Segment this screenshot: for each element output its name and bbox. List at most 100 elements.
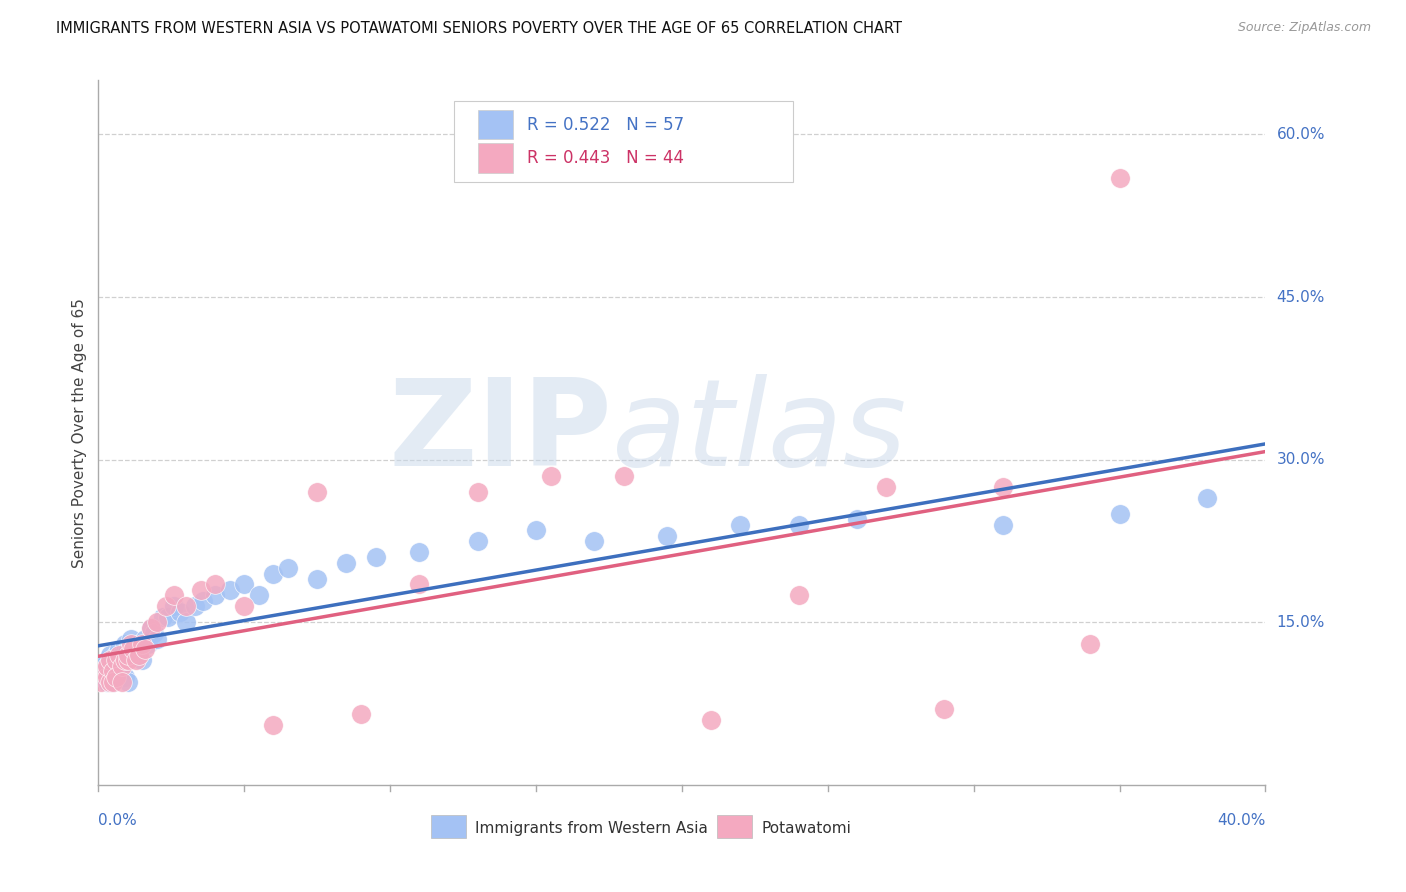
Point [262, 566, 284, 581]
Point [934, 702, 956, 716]
Point [117, 642, 139, 657]
Point [93, 658, 115, 673]
Text: Potawatomi: Potawatomi [761, 822, 851, 836]
Point [218, 582, 240, 597]
Point [163, 599, 186, 613]
Point [1108, 170, 1130, 185]
Point [134, 642, 156, 657]
Point [111, 648, 134, 662]
Text: 15.0%: 15.0% [1277, 615, 1324, 630]
Point [174, 615, 197, 630]
Point [335, 556, 357, 570]
Point [125, 642, 148, 657]
Point [540, 469, 562, 483]
Point [104, 669, 127, 683]
Text: 45.0%: 45.0% [1277, 290, 1324, 304]
Text: R = 0.443   N = 44: R = 0.443 N = 44 [527, 149, 683, 167]
Point [787, 517, 810, 532]
Point [111, 675, 134, 690]
Point [93, 669, 115, 683]
Point [1108, 507, 1130, 521]
Point [122, 648, 145, 662]
Point [163, 588, 186, 602]
Point [233, 599, 256, 613]
Point [122, 642, 145, 657]
Point [96, 653, 118, 667]
Point [131, 637, 153, 651]
Point [875, 480, 897, 494]
Point [183, 599, 205, 613]
Point [114, 653, 136, 667]
Text: Source: ZipAtlas.com: Source: ZipAtlas.com [1237, 21, 1371, 34]
Point [90, 664, 112, 678]
Point [174, 599, 197, 613]
Point [93, 664, 115, 678]
Point [111, 664, 134, 678]
Text: 0.0%: 0.0% [98, 814, 138, 828]
Point [991, 480, 1014, 494]
Point [136, 637, 159, 651]
Point [125, 653, 148, 667]
Point [101, 675, 124, 690]
Point [139, 621, 162, 635]
Point [108, 648, 131, 662]
Point [155, 599, 177, 613]
Point [108, 658, 131, 673]
Point [657, 528, 679, 542]
Point [700, 713, 723, 727]
Point [120, 637, 142, 651]
Text: 40.0%: 40.0% [1218, 814, 1265, 828]
FancyBboxPatch shape [717, 815, 752, 838]
Point [991, 517, 1014, 532]
Text: 30.0%: 30.0% [1277, 452, 1324, 467]
Point [120, 637, 142, 651]
Point [730, 517, 752, 532]
Text: atlas: atlas [612, 374, 907, 491]
Point [96, 675, 118, 690]
Point [104, 653, 127, 667]
Point [104, 648, 127, 662]
Point [108, 642, 131, 657]
Text: Immigrants from Western Asia: Immigrants from Western Asia [475, 822, 709, 836]
Point [96, 658, 118, 673]
FancyBboxPatch shape [432, 815, 465, 838]
Point [90, 675, 112, 690]
Point [117, 648, 139, 662]
Text: ZIP: ZIP [388, 374, 612, 491]
Point [262, 718, 284, 732]
Point [128, 648, 150, 662]
Point [146, 615, 169, 630]
Point [98, 669, 121, 683]
Point [98, 648, 121, 662]
Point [104, 664, 127, 678]
Point [364, 550, 387, 565]
Point [524, 523, 547, 537]
Point [114, 637, 136, 651]
Point [846, 512, 869, 526]
Point [146, 632, 169, 646]
Point [157, 610, 180, 624]
Point [120, 632, 142, 646]
Point [233, 577, 256, 591]
Point [98, 653, 121, 667]
Point [350, 707, 373, 722]
Point [467, 485, 489, 500]
Point [408, 577, 430, 591]
Point [193, 593, 215, 607]
Point [307, 485, 329, 500]
Point [152, 610, 174, 624]
Point [134, 632, 156, 646]
Y-axis label: Seniors Poverty Over the Age of 65: Seniors Poverty Over the Age of 65 [72, 298, 87, 567]
Point [169, 605, 191, 619]
Point [787, 588, 810, 602]
Point [1080, 637, 1102, 651]
Point [190, 582, 212, 597]
Point [1195, 491, 1218, 505]
Point [114, 669, 136, 683]
Point [612, 469, 634, 483]
FancyBboxPatch shape [478, 110, 513, 139]
Text: IMMIGRANTS FROM WESTERN ASIA VS POTAWATOMI SENIORS POVERTY OVER THE AGE OF 65 CO: IMMIGRANTS FROM WESTERN ASIA VS POTAWATO… [56, 21, 903, 36]
Point [204, 588, 226, 602]
Point [204, 577, 226, 591]
Point [583, 534, 606, 549]
